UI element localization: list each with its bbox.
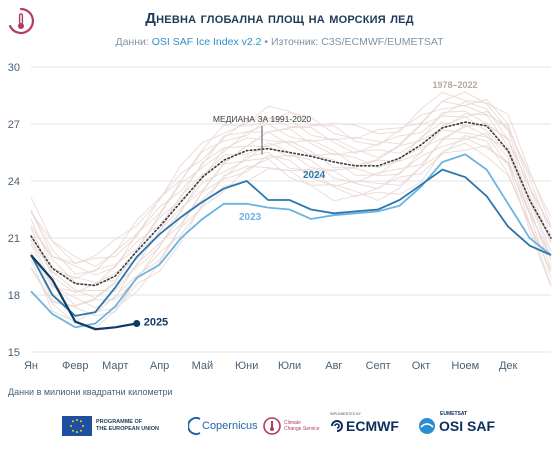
series-2024-line	[30, 168, 552, 317]
y-tick-label: 27	[8, 119, 20, 131]
x-tick-label: Септ	[366, 360, 391, 372]
ecmwf-logo: IMPLEMENTED BY ECMWF	[330, 408, 399, 444]
ecmwf-label: ECMWF	[346, 418, 399, 434]
history-line	[30, 91, 552, 268]
y-tick-label: 15	[8, 347, 20, 359]
eu-flag-icon	[62, 416, 92, 436]
y-tick-label: 18	[8, 290, 20, 302]
x-tick-label: Юни	[235, 360, 258, 372]
x-tick-label: Авг	[325, 360, 342, 372]
osisaf-logo: EUMETSAT OSI SAF	[418, 408, 495, 444]
eu-line1: PROGRAMME OF	[96, 419, 143, 425]
series-2025-label: 2025	[144, 317, 168, 329]
median-annotation-label: МЕДИАНА ЗА 1991-2020	[213, 114, 312, 124]
x-tick-label: Ноем	[451, 360, 479, 372]
series-2025-line	[30, 254, 137, 331]
eu-line2: THE EUROPEAN UNION	[96, 426, 159, 432]
history-line	[30, 122, 552, 292]
c3s-line2: Change Service	[284, 426, 320, 432]
ecmwf-implemented: IMPLEMENTED BY	[330, 412, 361, 416]
history-line	[30, 116, 552, 299]
ecmwf-icon	[331, 420, 343, 432]
history-line	[30, 113, 552, 283]
y-tick-label: 21	[8, 233, 20, 245]
c3s-icon	[263, 417, 281, 435]
series-2023-label: 2023	[239, 212, 262, 223]
x-tick-label: Ян	[24, 360, 38, 372]
subtitle-dataset: OSI SAF Ice Index v2.2	[151, 36, 262, 48]
history-line	[30, 132, 552, 307]
osisaf-icon	[419, 418, 435, 434]
x-tick-label: Март	[102, 360, 128, 372]
c3s-thermometer-logo-icon	[8, 7, 34, 35]
chart-title: Дневна глобална площ на морския лед	[145, 10, 414, 27]
history-line	[30, 98, 552, 264]
history-line	[30, 110, 552, 280]
history-line	[30, 121, 552, 294]
copernicus-label: Copernicus	[202, 420, 258, 432]
median-line	[30, 121, 552, 287]
eu-logo: PROGRAMME OF THE EUROPEAN UNION	[62, 408, 159, 444]
y-tick-label: 30	[8, 62, 20, 74]
units-footnote: Данни в милиони квадратни километри	[8, 387, 173, 397]
x-tick-label: Май	[192, 360, 214, 372]
x-tick-label: Окт	[412, 360, 431, 372]
subtitle-source: Източник: C3S/ECMWF/EUMETSAT	[270, 36, 444, 48]
history-line	[30, 124, 552, 309]
x-tick-label: Февр	[62, 360, 88, 372]
series-2025-endpoint	[133, 320, 141, 327]
range-annotation-label: 1978–2022	[432, 80, 477, 90]
series-2024-label: 2024	[303, 170, 326, 181]
history-line	[30, 137, 552, 316]
c3s-line1: Climate	[284, 420, 301, 426]
sea-ice-chart: 15 18 21 24 27 30 Ян Февр Март Апр Май Юни Юли Авг Сеп…	[8, 62, 552, 372]
history-line	[30, 101, 552, 276]
history-line	[30, 91, 552, 265]
c3s-logo: Climate Change Service	[262, 408, 320, 444]
history-line	[30, 145, 552, 323]
partner-logos: PROGRAMME OF THE EUROPEAN UNION Copernicu…	[0, 408, 559, 444]
chart-subtitle: Данни: OSI SAF Ice Index v2.2 • Източник…	[0, 36, 559, 48]
copernicus-logo: Copernicus	[188, 408, 258, 444]
copernicus-arc-icon	[188, 417, 201, 435]
x-tick-label: Апр	[150, 360, 169, 372]
history-line	[30, 135, 552, 317]
y-tick-label: 24	[8, 176, 20, 188]
x-tick-label: Юли	[278, 360, 301, 372]
eumetsat-label: EUMETSAT	[440, 411, 468, 417]
history-line	[30, 110, 552, 287]
series-2023-line	[30, 153, 552, 329]
osisaf-label: OSI SAF	[439, 418, 496, 434]
subtitle-separator: •	[261, 36, 271, 48]
x-tick-label: Дек	[499, 360, 518, 372]
subtitle-prefix: Данни:	[115, 36, 152, 48]
